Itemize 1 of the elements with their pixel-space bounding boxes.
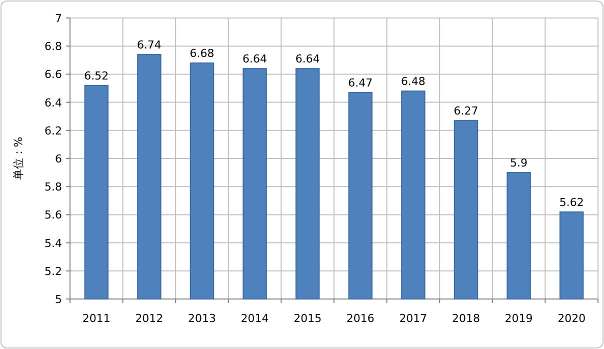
ylabel: 单位：%: [12, 136, 25, 180]
